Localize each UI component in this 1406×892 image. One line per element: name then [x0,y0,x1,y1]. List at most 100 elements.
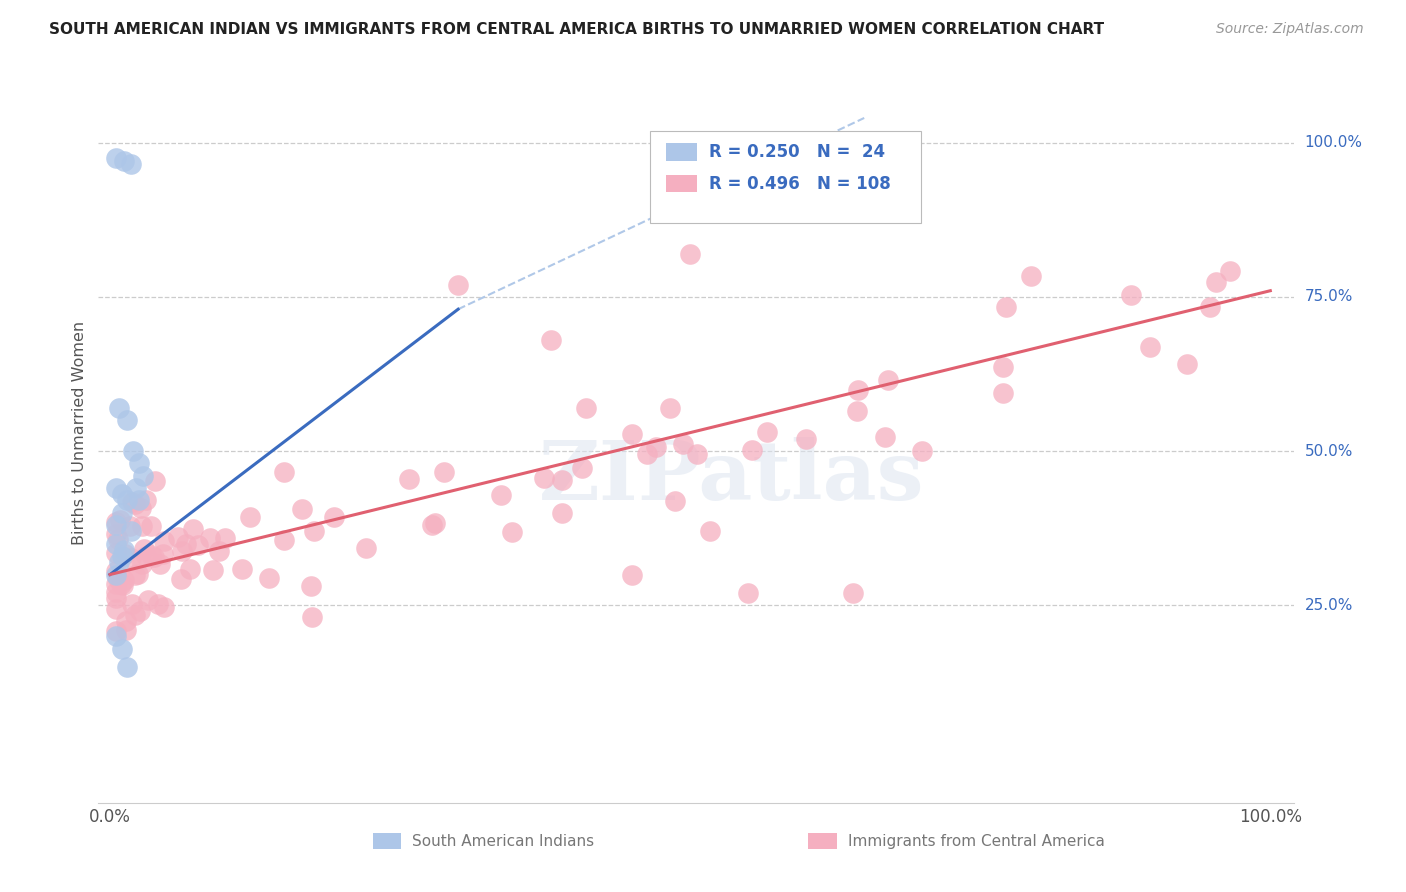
Point [122,444,145,458]
Point [540,333,562,347]
Point [111,577,134,591]
Point [299,579,322,593]
Point [104,629,127,643]
Text: R = 0.250   N =  24: R = 0.250 N = 24 [709,144,884,161]
Point [846,383,869,397]
Point [659,401,682,415]
Point [1019,268,1042,283]
Point [104,515,127,529]
Point [447,277,470,292]
Point [108,512,131,526]
Point [111,506,134,520]
Point [644,440,666,454]
Point [551,473,574,487]
Point [128,493,150,508]
Point [104,602,127,616]
Point [257,571,280,585]
Point [104,481,127,495]
Point [664,494,686,508]
Text: South American Indians: South American Indians [412,834,595,848]
Point [104,585,127,599]
Point [621,567,644,582]
Point [214,531,236,545]
Point [420,518,443,533]
Point [129,604,152,618]
Point [104,591,127,605]
Point [117,660,139,674]
Point [231,562,253,576]
Point [114,623,136,637]
Point [131,468,153,483]
Point [149,557,172,571]
Point [174,537,197,551]
Point [111,487,134,501]
Point [875,430,897,444]
Point [291,502,314,516]
Point [104,565,127,579]
Point [991,386,1014,401]
Point [491,488,513,502]
Point [153,599,176,614]
Text: 100.0%: 100.0% [1305,136,1362,150]
Point [143,474,166,488]
Point [302,524,325,538]
Text: SOUTH AMERICAN INDIAN VS IMMIGRANTS FROM CENTRAL AMERICA BIRTHS TO UNMARRIED WOM: SOUTH AMERICAN INDIAN VS IMMIGRANTS FROM… [49,22,1104,37]
Point [1139,340,1161,354]
Point [148,597,170,611]
Point [136,593,159,607]
Point [112,542,135,557]
Point [187,538,209,552]
Point [741,442,763,457]
Point [120,524,142,539]
Point [575,401,598,416]
Point [121,598,143,612]
Text: ZIPatlas: ZIPatlas [538,437,925,517]
Point [841,586,863,600]
Point [104,624,127,638]
Point [139,548,162,562]
Point [273,465,295,479]
Point [111,549,134,563]
Point [117,493,139,508]
Point [104,567,127,582]
Point [114,547,136,561]
Point [124,497,146,511]
Point [124,481,146,495]
Point [124,607,146,622]
Point [112,573,135,587]
Point [911,444,934,458]
Point [198,531,221,545]
Point [128,457,150,471]
Point [686,447,709,461]
Point [179,561,201,575]
Point [170,572,193,586]
Text: Source: ZipAtlas.com: Source: ZipAtlas.com [1216,22,1364,37]
Point [398,472,420,486]
Point [794,432,817,446]
Point [104,526,127,541]
Point [170,544,193,558]
Point [120,157,142,171]
Point [273,533,295,548]
Point [134,542,156,557]
Point [104,151,127,165]
Point [551,506,574,520]
Point [679,246,702,260]
Point [152,547,174,561]
Point [104,576,127,591]
Point [121,495,143,509]
Point [135,493,157,508]
Point [533,470,555,484]
Text: 25.0%: 25.0% [1305,598,1353,613]
Point [737,586,759,600]
Text: 50.0%: 50.0% [1305,443,1353,458]
Point [846,403,869,417]
Point [104,546,127,560]
Point [1119,288,1142,302]
Point [131,519,153,533]
Point [354,541,377,555]
Point [107,532,129,546]
Point [167,530,190,544]
Point [107,572,129,586]
Y-axis label: Births to Unmarried Women: Births to Unmarried Women [72,320,87,545]
